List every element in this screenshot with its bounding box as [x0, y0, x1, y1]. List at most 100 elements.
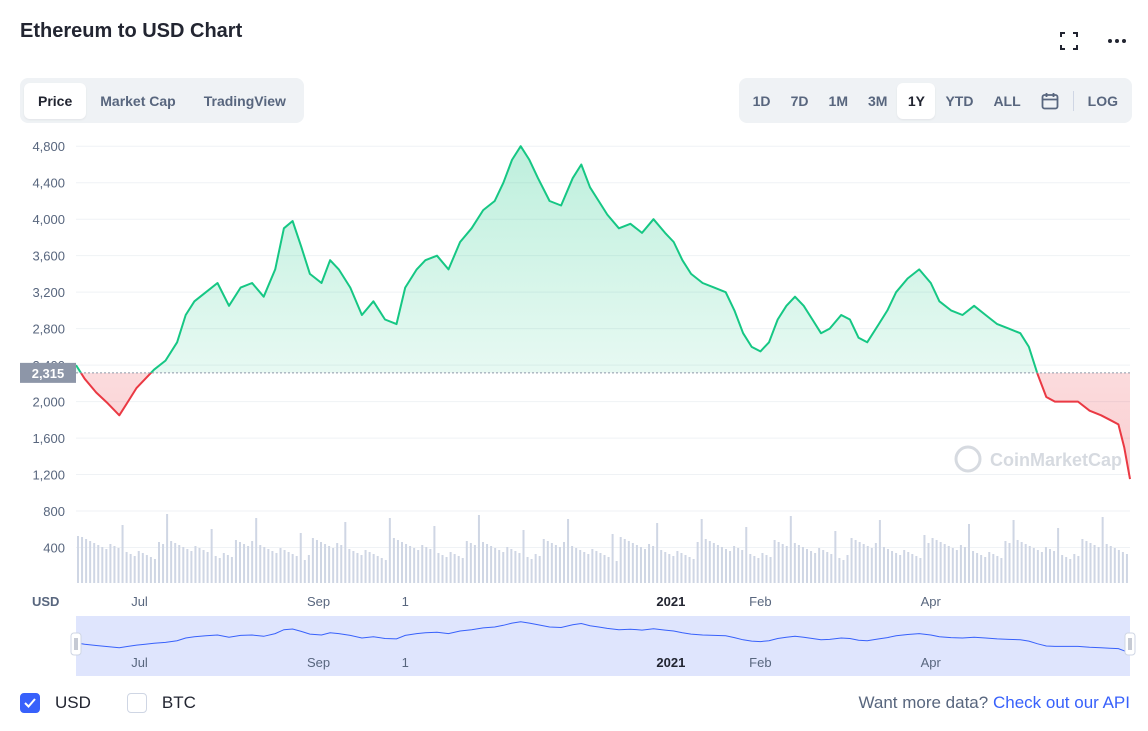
- volume-bar: [295, 556, 298, 583]
- volume-bar: [1053, 551, 1056, 583]
- volume-bar: [959, 545, 962, 583]
- volume-bar: [664, 552, 667, 583]
- volume-bar: [996, 556, 999, 583]
- usd-label: USD: [55, 693, 91, 712]
- volume-bar: [243, 544, 246, 583]
- volume-bar: [287, 552, 290, 583]
- volume-bar: [692, 559, 695, 583]
- volume-bar: [405, 544, 408, 583]
- volume-bar: [980, 555, 983, 583]
- volume-bar: [822, 550, 825, 583]
- tab-tradingview[interactable]: TradingView: [203, 92, 286, 109]
- volume-bar: [206, 552, 209, 583]
- volume-bar: [457, 556, 460, 583]
- volume-bar: [968, 524, 970, 583]
- volume-bar: [741, 550, 744, 583]
- volume-bar: [810, 551, 813, 583]
- volume-bar: [396, 540, 399, 583]
- volume-bar: [170, 541, 173, 583]
- volume-bar: [1032, 548, 1035, 583]
- volume-bar: [635, 545, 638, 583]
- volume-bar: [210, 529, 213, 583]
- volume-bar: [89, 541, 92, 583]
- range-ytd[interactable]: YTD: [945, 92, 974, 109]
- volume-bar: [453, 554, 456, 583]
- volume-bar: [502, 552, 505, 583]
- watermark-mark: [954, 445, 982, 473]
- volume-bar: [494, 548, 497, 583]
- usd-checkbox[interactable]: [20, 693, 40, 713]
- range-1d[interactable]: 1D: [752, 92, 771, 109]
- volume-bar: [348, 549, 351, 583]
- volume-bar: [955, 550, 958, 583]
- navigator-handle-left[interactable]: [70, 632, 82, 656]
- volume-bar: [259, 545, 262, 583]
- range-1m[interactable]: 1M: [828, 92, 848, 109]
- btc-checkbox[interactable]: [126, 693, 147, 713]
- volume-bar: [720, 547, 723, 583]
- volume-bar: [781, 544, 784, 583]
- btc-option[interactable]: BTC: [126, 693, 196, 713]
- volume-bar: [522, 530, 525, 583]
- tab-market-cap[interactable]: Market Cap: [100, 92, 176, 109]
- range-7d[interactable]: 7D: [790, 92, 809, 109]
- volume-bar: [145, 555, 148, 583]
- volume-bar: [992, 554, 995, 583]
- volume-bar: [1061, 555, 1064, 583]
- volume-bar: [1044, 547, 1047, 583]
- volume-bar: [149, 557, 152, 583]
- range-3m[interactable]: 3M: [867, 92, 888, 109]
- volume-bar: [874, 543, 877, 583]
- y-tick-label: 1,200: [32, 468, 65, 483]
- api-link[interactable]: Check out our API: [992, 693, 1130, 712]
- volume-bar: [575, 548, 578, 583]
- volume-bar: [826, 552, 829, 583]
- navigator-handle-right[interactable]: [1124, 632, 1136, 656]
- volume-bar: [1105, 544, 1108, 583]
- volume-bar: [506, 547, 509, 583]
- api-promo-text: Want more data?: [858, 693, 989, 712]
- x-tick-label: Jul: [131, 594, 148, 609]
- fullscreen-icon[interactable]: [1056, 28, 1082, 54]
- volume-bar: [113, 546, 116, 583]
- api-promo: Want more data? Check out our API: [858, 693, 1130, 713]
- volume-bar: [194, 546, 197, 583]
- usd-option[interactable]: USD: [20, 693, 91, 713]
- more-horizontal-icon[interactable]: [1104, 28, 1130, 54]
- volume-bar: [656, 523, 659, 583]
- tab-price[interactable]: Price: [24, 82, 87, 119]
- volume-bar: [1004, 541, 1007, 583]
- price-chart-svg[interactable]: 4008001,2001,6002,0002,4002,8003,2003,60…: [0, 128, 1148, 683]
- volume-bar: [324, 544, 327, 583]
- volume-bar: [1065, 557, 1068, 583]
- volume-bar: [81, 537, 84, 583]
- log-scale-toggle[interactable]: LOG: [1087, 92, 1118, 109]
- volume-bar: [789, 516, 792, 583]
- volume-bar: [360, 555, 363, 583]
- volume-bar: [542, 539, 545, 583]
- y-axis-label: USD: [32, 594, 59, 609]
- volume-bar: [328, 546, 331, 583]
- volume-bar: [1085, 541, 1088, 583]
- volume-bar: [935, 540, 938, 583]
- volume-bar: [534, 554, 537, 583]
- volume-bar: [546, 541, 549, 583]
- volume-bar: [465, 541, 468, 583]
- volume-bar: [514, 551, 517, 583]
- volume-bar: [340, 545, 343, 583]
- volume-bar: [1101, 517, 1104, 583]
- volume-bar: [1089, 543, 1092, 583]
- volume-bar: [311, 538, 314, 583]
- range-1y[interactable]: 1Y: [897, 82, 936, 119]
- range-all[interactable]: ALL: [993, 92, 1021, 109]
- volume-bar: [498, 550, 501, 583]
- volume-bar: [858, 542, 861, 583]
- time-range-selector: 1D 7D 1M 3M 1Y YTD ALL LOG: [738, 78, 1132, 123]
- volume-bar: [449, 552, 452, 583]
- volume-bar: [911, 554, 914, 583]
- volume-bar: [526, 557, 529, 583]
- volume-bar: [571, 546, 574, 583]
- y-tick-label: 3,600: [32, 249, 65, 264]
- price-chart[interactable]: 4008001,2001,6002,0002,4002,8003,2003,60…: [0, 128, 1148, 683]
- calendar-icon[interactable]: [1031, 83, 1069, 119]
